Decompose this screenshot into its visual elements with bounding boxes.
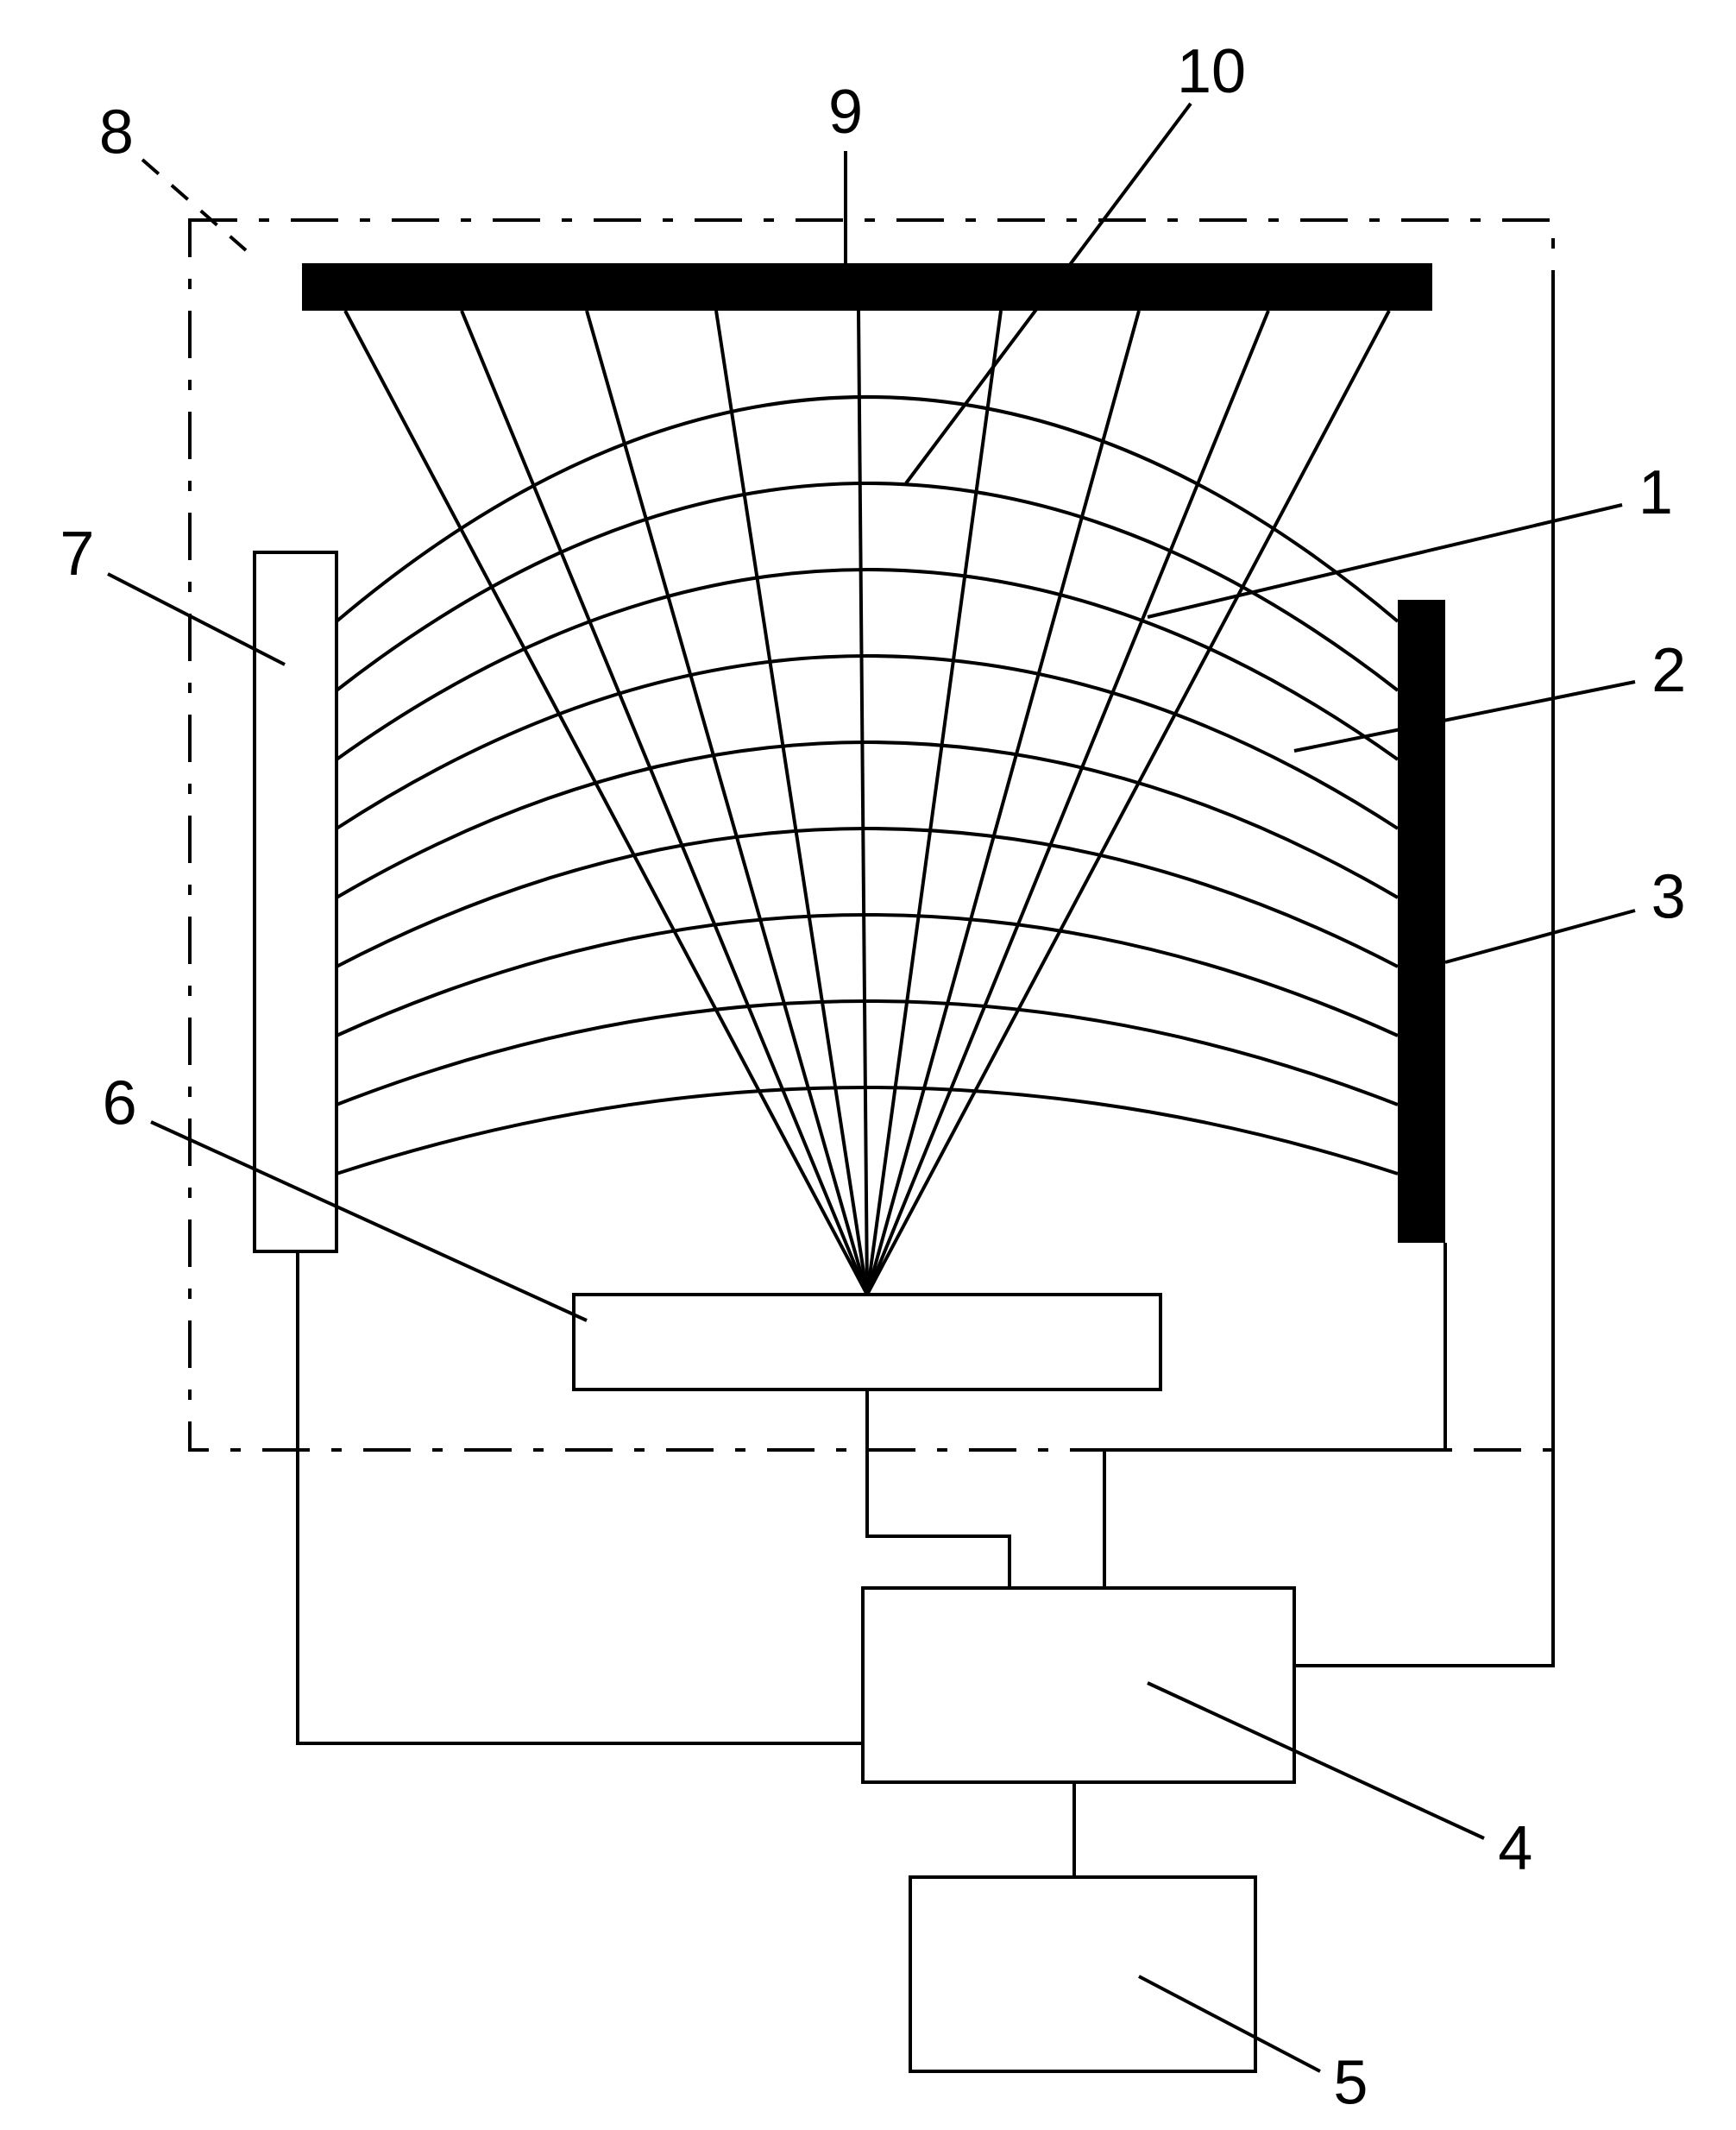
arcs-group xyxy=(337,397,1398,1174)
callout-label: 7 xyxy=(60,520,94,589)
callout-label: 6 xyxy=(103,1068,137,1137)
callout-leader xyxy=(151,1122,587,1320)
rays-group xyxy=(345,311,1389,1295)
box-4 xyxy=(863,1588,1294,1782)
callout-leader xyxy=(1445,911,1635,962)
bottom-box xyxy=(574,1295,1160,1390)
callout-label: 9 xyxy=(828,78,863,147)
ray xyxy=(867,311,1139,1295)
callout-label: 5 xyxy=(1333,2049,1368,2118)
ray xyxy=(867,311,1001,1295)
ray xyxy=(859,311,867,1295)
field-arc xyxy=(337,742,1398,898)
field-arc xyxy=(337,483,1398,690)
callout-leader xyxy=(142,160,246,250)
callout-label: 10 xyxy=(1177,37,1246,106)
ray xyxy=(716,311,867,1295)
wire xyxy=(298,1251,863,1743)
field-arc xyxy=(337,915,1398,1036)
ray xyxy=(867,311,1268,1295)
callout-leader xyxy=(1148,505,1622,617)
box-5 xyxy=(910,1877,1255,2071)
diagram-canvas: 10 9 8 1 2 3 7 6 4 5 xyxy=(0,0,1736,2130)
callout-label: 4 xyxy=(1498,1814,1532,1883)
callout-label: 2 xyxy=(1651,636,1686,705)
callout-label: 8 xyxy=(99,98,134,167)
wire xyxy=(867,1390,1010,1588)
field-arc xyxy=(337,397,1398,621)
callout-leader xyxy=(1139,1976,1320,2071)
callout-leader xyxy=(1294,682,1635,751)
ray xyxy=(587,311,867,1295)
right-bar xyxy=(1398,600,1445,1243)
top-bar xyxy=(302,263,1432,311)
callout-leader xyxy=(1148,1683,1484,1838)
callout-label: 3 xyxy=(1651,862,1686,931)
ray xyxy=(462,311,867,1295)
field-arc xyxy=(337,829,1398,967)
callout-leader xyxy=(108,574,285,665)
callout-label: 1 xyxy=(1639,458,1673,527)
